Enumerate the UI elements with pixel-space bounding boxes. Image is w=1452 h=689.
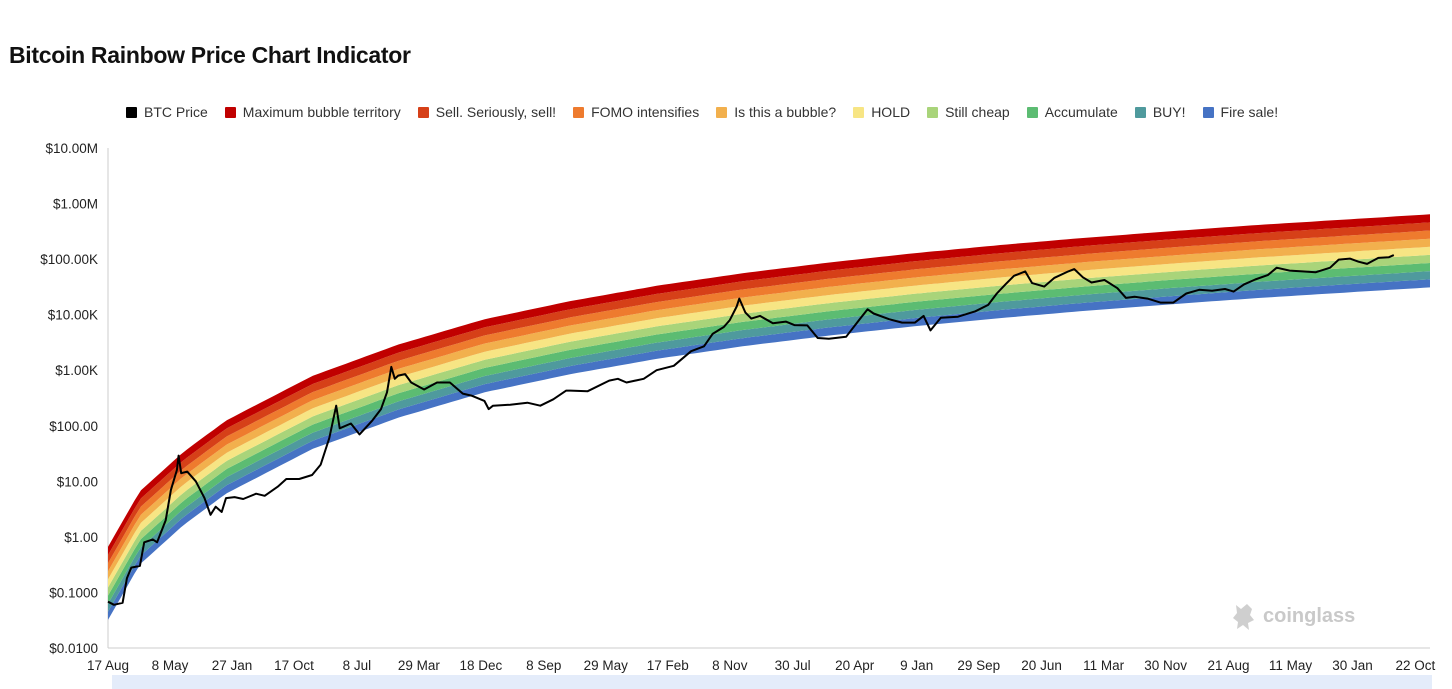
legend-maximum-bubble-swatch — [224, 106, 236, 118]
legend-btc-price[interactable]: BTC Price — [126, 104, 208, 120]
legend-still-cheap-swatch — [927, 106, 939, 118]
x-tick-label: 11 May — [1269, 658, 1313, 673]
x-tick-label: 29 May — [584, 658, 629, 673]
navigator-bar[interactable] — [112, 675, 1432, 689]
y-tick-label: $100.00K — [40, 252, 98, 267]
y-tick-label: $10.00M — [45, 141, 98, 156]
x-tick-label: 8 Nov — [712, 658, 748, 673]
legend-bubble[interactable]: Is this a bubble? — [716, 104, 836, 120]
legend-accumulate-swatch — [1026, 106, 1038, 118]
legend-btc-price-label: BTC Price — [144, 104, 208, 120]
y-tick-label: $10.00 — [57, 474, 98, 489]
legend-accumulate[interactable]: Accumulate — [1026, 104, 1118, 120]
y-tick-label: $1.00 — [64, 530, 98, 545]
legend-hold-label: HOLD — [871, 104, 911, 120]
legend-fomo-swatch — [573, 106, 585, 118]
x-tick-label: 22 Oct — [1395, 658, 1435, 673]
legend-maximum-bubble[interactable]: Maximum bubble territory — [224, 104, 401, 120]
legend-buy[interactable]: BUY! — [1134, 104, 1186, 120]
watermark-text: coinglass — [1263, 604, 1356, 627]
y-tick-label: $0.0100 — [49, 641, 98, 656]
x-tick-label: 8 Jul — [343, 658, 372, 673]
y-tick-label: $1.00M — [53, 197, 98, 212]
watermark: coinglass — [1231, 601, 1355, 631]
legend-fomo[interactable]: FOMO intensifies — [573, 104, 699, 120]
x-tick-label: 29 Mar — [398, 658, 441, 673]
x-tick-label: 29 Sep — [957, 658, 1000, 673]
y-tick-label: $1.00K — [55, 363, 98, 378]
legend-sell[interactable]: Sell. Seriously, sell! — [417, 104, 557, 120]
legend-fire-sale-swatch — [1202, 106, 1214, 118]
legend-buy-swatch — [1134, 106, 1146, 118]
x-tick-label: 27 Jan — [212, 658, 253, 673]
legend-bubble-label: Is this a bubble? — [734, 104, 837, 120]
x-tick-label: 30 Nov — [1144, 658, 1187, 673]
x-tick-label: 17 Oct — [274, 658, 314, 673]
legend-bubble-swatch — [716, 106, 728, 118]
x-tick-label: 17 Feb — [647, 658, 689, 673]
x-tick-label: 20 Jun — [1021, 658, 1062, 673]
x-tick-label: 9 Jan — [900, 658, 933, 673]
legend-btc-price-swatch — [126, 106, 137, 118]
y-tick-label: $100.00 — [49, 419, 98, 434]
legend-sell-swatch — [417, 106, 429, 118]
x-tick-label: 21 Aug — [1207, 658, 1249, 673]
x-tick-label: 8 May — [152, 658, 189, 673]
legend-maximum-bubble-label: Maximum bubble territory — [242, 104, 401, 120]
btc-price-line — [107, 254, 1395, 606]
x-tick-label: 17 Aug — [87, 658, 129, 673]
legend-buy-label: BUY! — [1152, 104, 1186, 120]
legend-fomo-label: FOMO intensifies — [591, 104, 700, 120]
legend-fire-sale[interactable]: Fire sale! — [1202, 104, 1279, 120]
legend-sell-label: Sell. Seriously, sell! — [435, 104, 557, 120]
legend-accumulate-label: Accumulate — [1044, 104, 1118, 120]
x-tick-label: 11 Mar — [1083, 658, 1125, 673]
chart-title: Bitcoin Rainbow Price Chart Indicator — [9, 42, 411, 68]
legend-fire-sale-label: Fire sale! — [1220, 104, 1279, 120]
x-tick-label: 18 Dec — [460, 658, 503, 673]
legend-still-cheap-label: Still cheap — [945, 104, 1010, 120]
y-tick-label: $0.1000 — [49, 585, 98, 600]
legend-hold[interactable]: HOLD — [853, 104, 910, 120]
x-tick-label: 20 Apr — [835, 658, 875, 673]
legend-hold-swatch — [853, 106, 865, 118]
y-tick-label: $10.00K — [48, 308, 98, 323]
x-tick-label: 30 Jul — [775, 658, 811, 673]
x-tick-label: 30 Jan — [1332, 658, 1373, 673]
x-tick-label: 8 Sep — [526, 658, 561, 673]
legend: BTC Price Maximum bubble territory Sell. S… — [126, 104, 1295, 120]
legend-still-cheap[interactable]: Still cheap — [927, 104, 1010, 120]
coinglass-logo-icon — [1233, 604, 1254, 630]
